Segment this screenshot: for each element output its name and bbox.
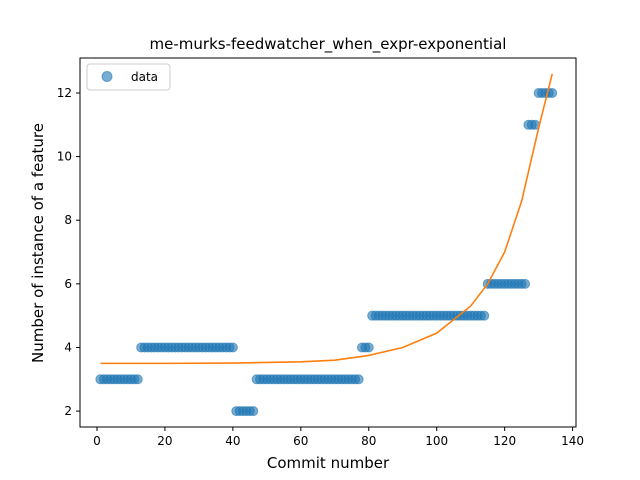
y-tick-label: 12 <box>57 86 72 100</box>
chart-title: me-murks-feedwatcher_when_expr-exponenti… <box>150 35 507 54</box>
data-point <box>547 87 558 98</box>
x-tick-label: 140 <box>561 434 584 448</box>
plot-area: 0 20 40 60 80 100 120 140 2 4 6 8 10 12 <box>57 57 584 448</box>
legend-frame <box>86 63 171 91</box>
x-tick-label: 0 <box>93 434 101 448</box>
fit-line <box>100 73 553 365</box>
x-tick-label: 120 <box>493 434 516 448</box>
y-axis-label: Number of instance of a feature <box>29 123 47 363</box>
data-point <box>132 374 143 385</box>
x-axis-label: Commit number <box>267 454 390 472</box>
data-point <box>363 342 374 353</box>
x-tick-label: 40 <box>225 434 240 448</box>
y-tick-label: 10 <box>57 150 72 164</box>
y-tick-label: 2 <box>64 404 72 418</box>
legend: data <box>86 63 171 91</box>
x-tick-label: 100 <box>425 434 448 448</box>
y-tick-label: 6 <box>64 277 72 291</box>
data-point <box>520 278 531 289</box>
legend-label-data: data <box>131 70 158 84</box>
data-point <box>353 374 364 385</box>
data-point <box>479 310 490 321</box>
data-point <box>227 342 238 353</box>
legend-marker-data <box>101 71 113 82</box>
x-tick-label: 80 <box>361 434 376 448</box>
y-tick-label: 4 <box>64 340 72 354</box>
data-point <box>248 406 259 417</box>
x-tick-label: 60 <box>293 434 308 448</box>
x-tick-label: 20 <box>157 434 172 448</box>
y-tick-label: 8 <box>64 213 72 227</box>
axes-frame <box>79 57 577 428</box>
